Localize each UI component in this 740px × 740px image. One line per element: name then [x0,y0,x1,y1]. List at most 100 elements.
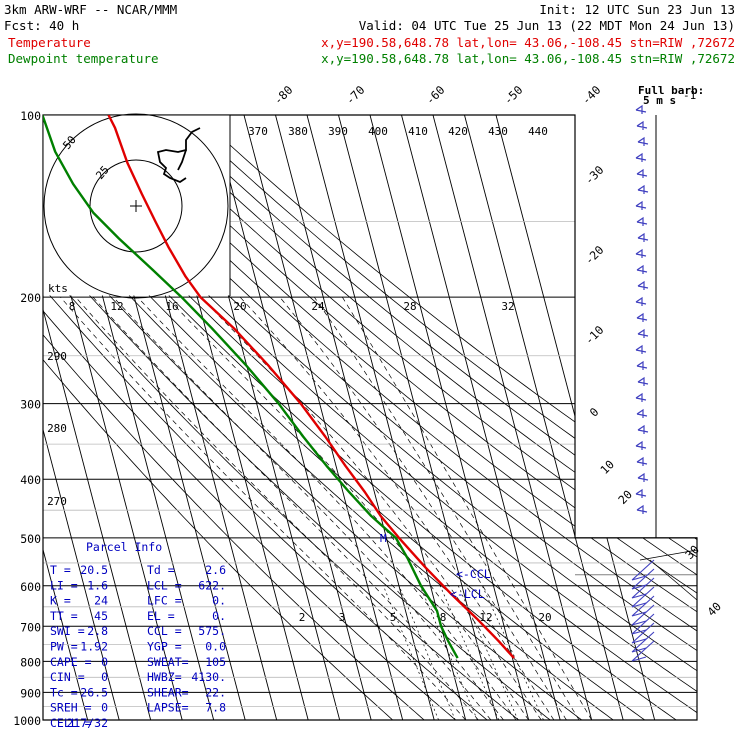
wind-barb [635,296,647,306]
parcel-key: SWEAT= [147,655,189,669]
parcel-value: 26.5 [80,685,108,699]
pressure-tick-label: 400 [20,473,41,487]
theta-label: 440 [528,125,548,138]
theta-label: 430 [488,125,508,138]
parcel-value: 1.6 [87,578,108,592]
mixing-ratio-label: 12 [479,611,492,624]
isotherm-label: -50 [501,83,526,108]
wind-barb [635,104,647,114]
wind-barbs [631,104,655,662]
mixing-ratio-label: 8 [440,611,447,624]
parcel-value: 4130. [191,670,226,684]
isotherm-label: -40 [579,83,604,108]
wind-barb [637,232,649,242]
moist-adiabat-line [137,296,517,720]
parcel-key: LCL = [147,578,182,592]
parcel-value: 2.8 [87,624,108,638]
wind-barb [636,360,648,370]
ccl-marker: <-CCL [456,567,491,581]
dewpoint-station-info: x,y=190.58,648.78 lat,lon= 43.06,-108.45… [321,51,735,66]
parcel-value: 0. [212,609,226,623]
isotherm-label: 0 [587,405,602,420]
wind-barb [631,640,655,662]
wind-barb [637,184,649,194]
parcel-value: 0.0 [205,640,226,654]
parcel-key: LI = [50,578,78,592]
legend-dewpoint: Dewpoint temperature [8,51,159,66]
isotherm-line [464,115,624,720]
parcel-key: SHEAR= [147,685,189,699]
wind-barb [631,586,655,608]
parcel-key: CAPE = [50,655,92,669]
pressure-tick-label: 200 [20,291,41,305]
pressure-tick-label: 700 [20,620,41,634]
temperature-line [107,115,515,659]
wind-barb [631,622,655,644]
parcel-value: 24 [94,594,108,608]
mixing-ratio-line [481,585,544,720]
wind-barb [636,312,648,322]
isotherm-label: 30 [682,542,702,562]
full-barb-units: 5 m s [643,94,676,107]
pressure-tick-label: 1000 [13,714,41,728]
speed-scale-label: 28 [403,300,416,313]
wind-barb [637,136,649,146]
mixing-ratio-line [419,585,478,720]
isotherm-label: -10 [582,323,607,348]
parcel-value: 45 [94,609,108,623]
parcel-key: CIN = [50,670,85,684]
parcel-value: 1.92 [80,640,108,654]
isotherm-label: -80 [271,83,296,108]
wind-barb [635,488,647,498]
valid-time: Valid: 04 UTC Tue 25 Jun 13 (22 MDT Mon … [359,18,735,33]
moist-adiabat-line [92,296,492,720]
mixing-ratio-label: 3 [339,611,346,624]
theta-label: 280 [47,422,67,435]
parcel-key: SWI = [50,624,85,638]
parcel-key: CCL = [147,624,182,638]
wind-barb [635,152,647,162]
wind-barb [631,595,655,617]
isotherm-line [369,115,530,720]
wind-barb [636,264,648,274]
wind-barb [635,344,647,354]
parcel-value: 105 [205,655,226,669]
wind-barb [637,424,649,434]
wind-barb [635,248,647,258]
parcel-info-title: Parcel Info [86,540,162,554]
moist-adiabat-line [342,296,592,720]
theta-label: 390 [328,125,348,138]
temperature-station-info: x,y=190.58,648.78 lat,lon= 43.06,-108.45… [321,35,735,50]
parcel-value: 622. [198,578,226,592]
wind-barb [637,472,649,482]
parcel-key: K = [50,594,71,608]
isotherm-line [43,115,120,720]
wind-barb [636,408,648,418]
parcel-value: 2.6 [205,563,226,577]
parcel-key: Td = [147,563,175,577]
parcel-key: PW = [50,640,78,654]
pressure-tick-label: 600 [20,580,41,594]
wind-barb [635,200,647,210]
wind-barb [636,216,648,226]
legend-temperature: Temperature [8,35,91,50]
isotherm-line [275,115,435,720]
isotherm-line [432,115,593,720]
parcel-key: Tc = [50,685,78,699]
full-barb-label: Full barb: [638,84,704,97]
wind-barb [637,280,649,290]
dewpoint-line [43,115,459,659]
full-barb-units-exponent: -1 [683,89,696,102]
m-marker: M [380,532,387,545]
isotherm-line [43,115,89,720]
theta-label: 290 [47,350,67,363]
pressure-tick-label: 500 [20,532,41,546]
parcel-value: 22. [205,685,226,699]
isotherm-label: -20 [582,243,607,268]
wind-barb [631,577,655,599]
wind-barb [637,328,649,338]
theta-label: 400 [368,125,388,138]
wind-barb [636,120,648,130]
